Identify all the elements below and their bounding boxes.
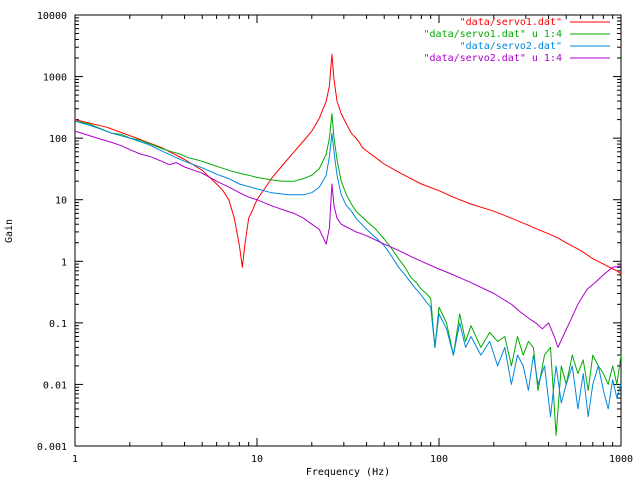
y-tick-label: 10	[55, 196, 67, 207]
legend-label: "data/servo1.dat" u 1:4	[424, 29, 562, 40]
plot-frame	[74, 14, 622, 447]
x-tick-label: 10	[251, 454, 263, 465]
x-axis-ticks: 1 10 100 1000	[72, 15, 633, 465]
x-tick-label: 1000	[609, 454, 633, 465]
y-tick-label: 1	[61, 257, 67, 268]
y-tick-label: 10000	[37, 11, 67, 22]
legend-label: "data/servo2.dat"	[460, 41, 562, 52]
x-axis-label: Frequency (Hz)	[306, 467, 390, 478]
series-line-2	[74, 113, 622, 436]
series-line-1	[74, 53, 622, 275]
y-axis-label: Gain	[4, 219, 15, 243]
x-tick-label: 1	[72, 454, 78, 465]
series-line-4	[74, 130, 622, 348]
series-group	[74, 53, 622, 436]
legend-label: "data/servo2.dat" u 1:4	[424, 53, 562, 64]
y-tick-label: 100	[49, 134, 67, 145]
x-tick-label: 100	[430, 454, 448, 465]
y-tick-label: 0.001	[37, 442, 67, 453]
series-line-3	[74, 120, 622, 418]
y-tick-label: 0.01	[43, 380, 67, 391]
y-tick-label: 0.1	[49, 319, 67, 330]
legend-label: "data/servo1.dat"	[460, 17, 562, 28]
legend: "data/servo1.dat""data/servo1.dat" u 1:4…	[424, 17, 610, 64]
y-axis-ticks: 0.001 0.01 0.1 1 10 100 1000 10000	[37, 11, 621, 453]
y-tick-label: 1000	[43, 73, 67, 84]
